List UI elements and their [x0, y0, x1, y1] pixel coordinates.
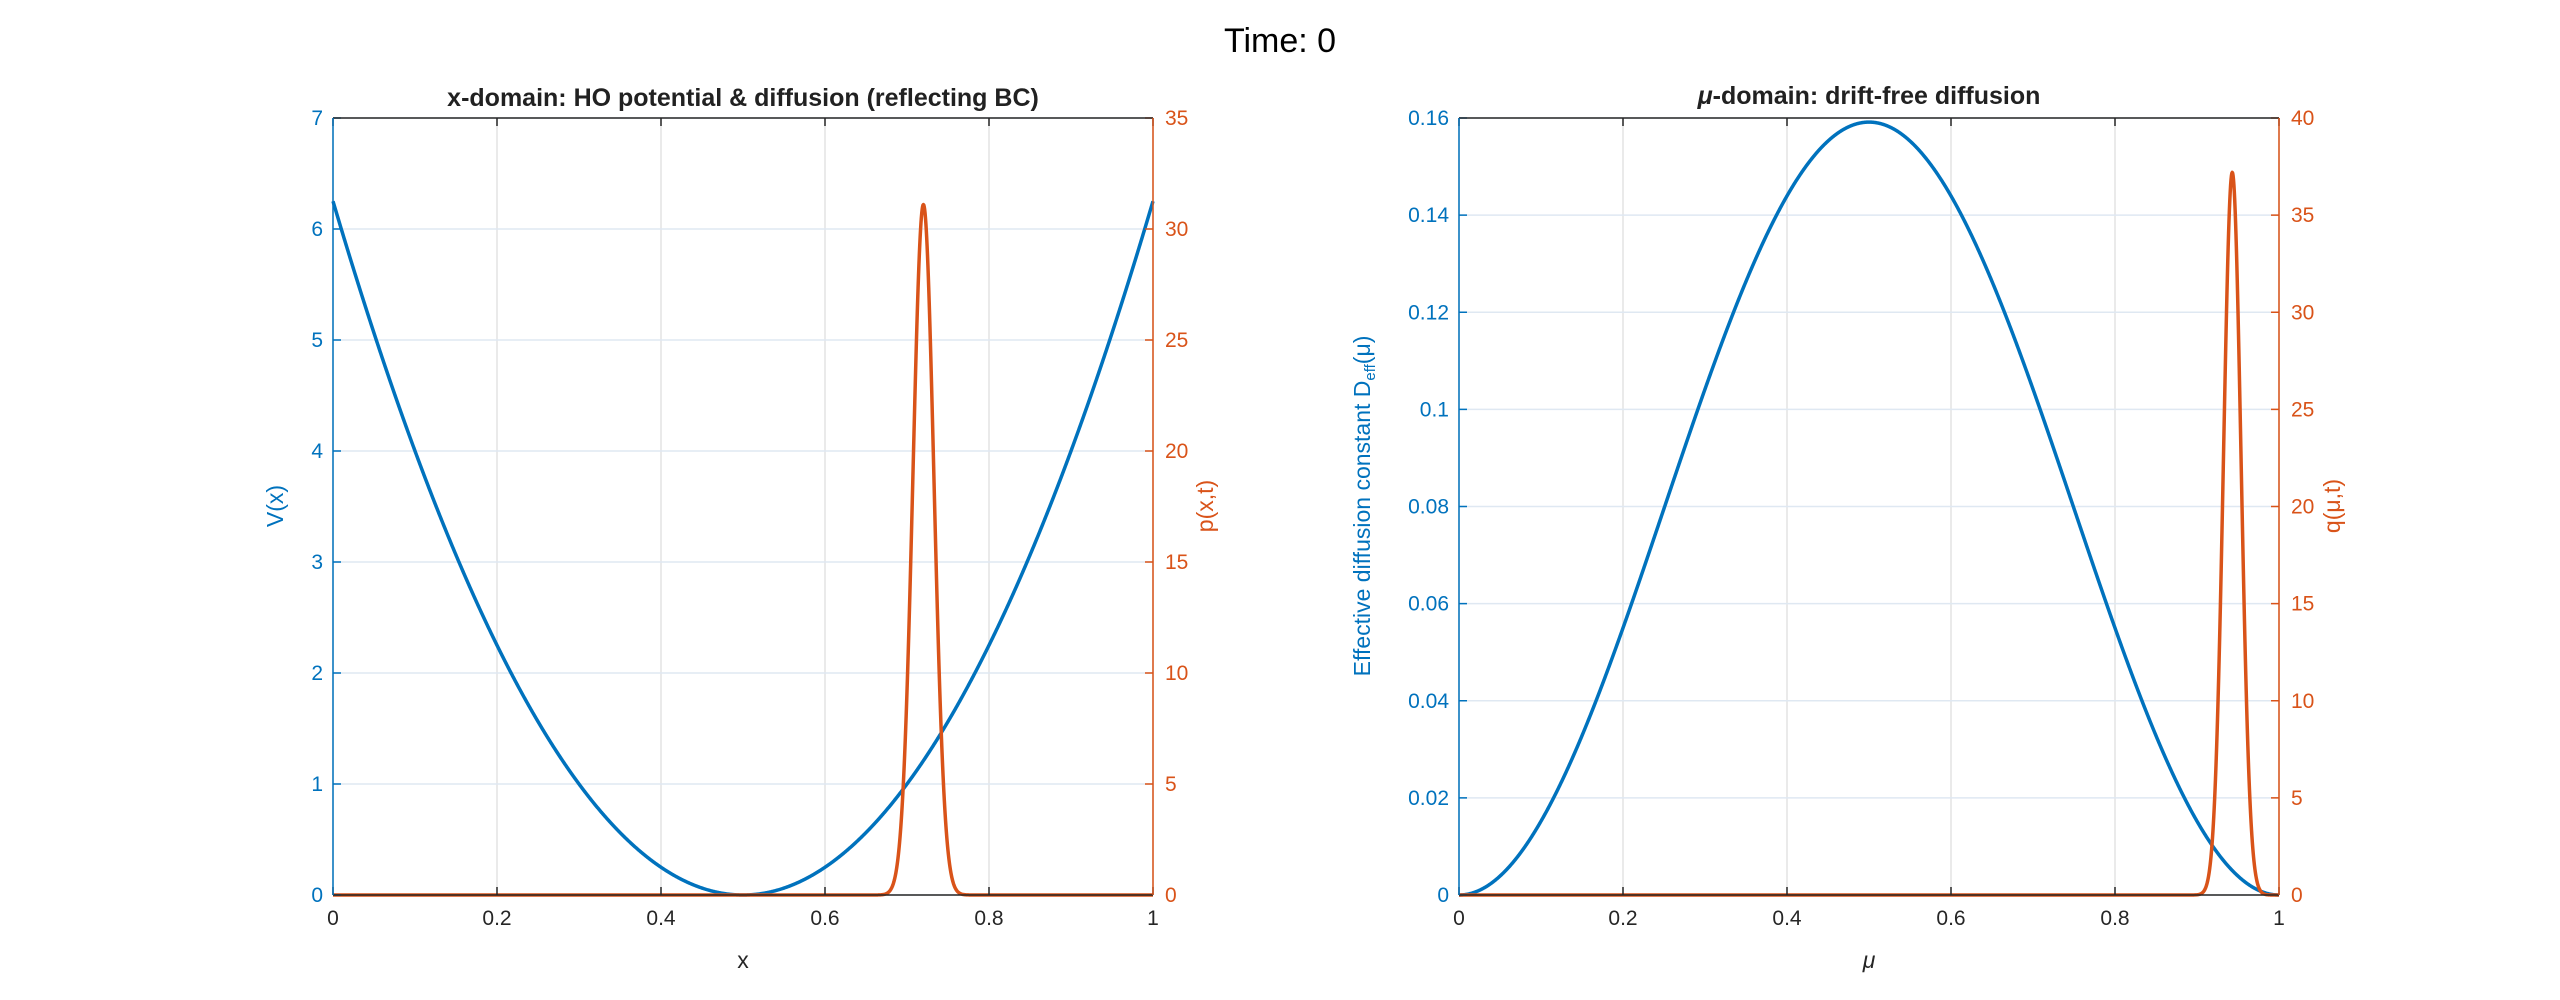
y-tick-label-left: 3 [311, 551, 323, 574]
x-tick-label: 1 [1147, 907, 1159, 930]
y-tick-label-right: 15 [2291, 593, 2314, 616]
series-line-left [1457, 120, 2281, 897]
x-tick-label: 0 [327, 907, 339, 930]
y-tick-label-right: 0 [2291, 884, 2303, 907]
y-tick-label-left: 4 [311, 440, 323, 463]
y-tick-label-left: 0.14 [1408, 204, 1449, 227]
subplot-title: μ-domain: drift-free diffusion [1697, 82, 2041, 110]
x-tick-label: 0.4 [646, 907, 676, 930]
series-line-right [1457, 170, 2281, 897]
y-axis-label-right: p(x,t) [1192, 480, 1218, 532]
y-tick-label-right: 35 [2291, 204, 2314, 227]
grid-lines [332, 117, 1154, 896]
axes-frame [1458, 117, 2280, 896]
y-tick-label-right: 35 [1165, 107, 1188, 130]
y-tick-label-left: 0.1 [1420, 398, 1449, 421]
title-symbol: μ [1697, 82, 1713, 110]
axes-frame [332, 117, 1154, 896]
y-axis-label-right: q(μ,t) [2319, 479, 2345, 533]
x-tick-label: 0.2 [1608, 907, 1637, 930]
y-tick-label-left: 5 [311, 329, 323, 352]
x-tick-label: 0.8 [974, 907, 1003, 930]
x-tick-label: 0 [1453, 907, 1465, 930]
y-tick-label-left: 0.08 [1408, 496, 1449, 519]
y-tick-label-left: 1 [311, 773, 323, 796]
y-tick-label-left: 0.02 [1408, 787, 1449, 810]
y-tick-label-right: 0 [1165, 884, 1177, 907]
y-tick-label-right: 15 [1165, 551, 1188, 574]
y-tick-label-left: 7 [311, 107, 323, 130]
y-tick-label-right: 30 [2291, 301, 2314, 324]
y-tick-label-right: 5 [2291, 787, 2303, 810]
tick-labels: 0 0.2 0.4 0.6 0.8 100.020.040.060.080.10.120.… [1408, 107, 2314, 930]
y-tick-label-right: 25 [1165, 329, 1188, 352]
x-tick-label: 0.8 [2100, 907, 2129, 930]
x-tick-label: 0.2 [482, 907, 511, 930]
y-tick-label-left: 2 [311, 662, 323, 685]
x-axis-label: x [737, 947, 749, 973]
y-tick-label-left: 0.12 [1408, 301, 1449, 324]
x-tick-label: 0.4 [1772, 907, 1802, 930]
y-tick-label-left: 0.16 [1408, 107, 1449, 130]
x-tick-label: 1 [2273, 907, 2285, 930]
ylabel-main: Effective diffusion constant D [1349, 381, 1375, 677]
y-tick-label-left: 0 [1437, 884, 1449, 907]
y-tick-label-right: 10 [2291, 690, 2314, 713]
y-tick-label-left: 0 [311, 884, 323, 907]
series-line-left [331, 200, 1155, 897]
title-text: -domain: drift-free diffusion [1713, 82, 2041, 110]
y-tick-label-right: 20 [2291, 496, 2314, 519]
y-tick-label-right: 40 [2291, 107, 2314, 130]
curves [1457, 120, 2281, 897]
series-line-right [331, 202, 1155, 897]
x-tick-label: 0.6 [1936, 907, 1965, 930]
y-tick-label-left: 0.06 [1408, 593, 1449, 616]
x-axis-label: μ [1862, 947, 1876, 973]
grid-lines [1458, 117, 2280, 896]
right-subplot: 0 0.2 0.4 0.6 0.8 100.020.040.060.080.10.120.… [1349, 82, 2345, 973]
ylabel-subscript: eff [1362, 363, 1379, 380]
curves [331, 200, 1155, 897]
subplot-title: x-domain: HO potential & diffusion (refl… [447, 84, 1039, 112]
y-tick-label-right: 25 [2291, 398, 2314, 421]
ylabel-tail: (μ) [1349, 336, 1375, 365]
figure-suptitle: Time: 0 [1224, 22, 1336, 60]
y-tick-label-right: 30 [1165, 218, 1188, 241]
y-tick-label-left: 6 [311, 218, 323, 241]
x-tick-label: 0.6 [810, 907, 839, 930]
y-tick-label-right: 20 [1165, 440, 1188, 463]
y-tick-label-right: 5 [1165, 773, 1177, 796]
y-axis-label-left: V(x) [262, 485, 288, 527]
y-tick-label-left: 0.04 [1408, 690, 1449, 713]
y-axis-label-left: Effective diffusion constant Deff(μ) [1349, 336, 1379, 677]
y-tick-label-right: 10 [1165, 662, 1188, 685]
